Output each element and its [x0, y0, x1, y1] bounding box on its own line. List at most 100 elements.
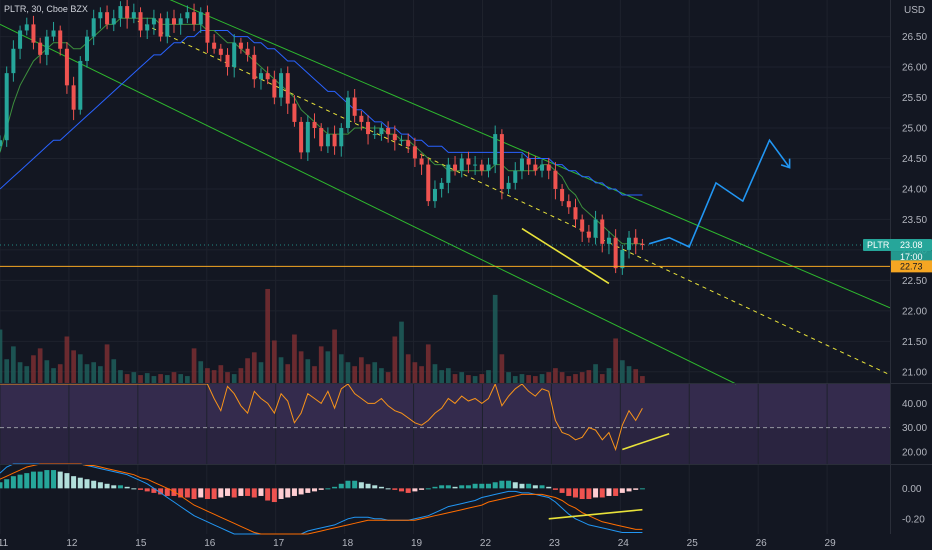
candle-body: [245, 48, 250, 55]
macd-histogram-bar: [131, 488, 137, 490]
candle-body: [392, 134, 397, 141]
macd-histogram-bar: [258, 488, 264, 496]
macd-signal-line: [0, 463, 643, 535]
countdown-tag: [891, 251, 932, 263]
macd-histogram-bar: [593, 488, 599, 498]
candle-body: [84, 36, 89, 61]
macd-histogram-bar: [44, 470, 50, 489]
macd-histogram-bar: [465, 485, 471, 489]
volume-bar: [486, 370, 491, 384]
macd-histogram-bar: [372, 485, 378, 489]
horizontal-gridlines: [0, 36, 890, 373]
candle-body: [198, 12, 203, 25]
volume-bar: [238, 368, 244, 384]
candle-body: [24, 24, 29, 31]
volume-bar: [211, 370, 217, 384]
price-tick-label: 26.00: [902, 63, 927, 74]
macd-histogram-bar: [151, 488, 157, 493]
macd-histogram-bar: [51, 470, 57, 489]
volume-bar: [385, 372, 391, 384]
volume-bar: [285, 364, 291, 384]
time-axis[interactable]: 11 12 15 16 17 18 19 22 23 24 25 26 29: [0, 538, 836, 549]
macd-histogram-bar: [579, 488, 585, 499]
volume-bar: [251, 352, 257, 384]
macd-histogram-bar: [559, 488, 565, 493]
macd-histogram-bar: [606, 488, 612, 496]
macd-histogram-bar: [546, 486, 552, 489]
candle-body: [553, 170, 558, 189]
candle-body: [205, 12, 210, 43]
time-tick-label: 18: [342, 538, 354, 549]
price-axis[interactable]: 26.5026.0025.5025.0024.5024.0023.5023.00…: [902, 32, 927, 525]
volume-bar: [492, 294, 498, 384]
last-price-symbol: PLTR: [867, 240, 890, 250]
candle-body: [325, 134, 330, 147]
macd-histogram-bar: [91, 480, 97, 489]
macd-histogram-bar: [71, 476, 77, 489]
rsi-tick-label: 30.00: [902, 423, 927, 434]
macd-histogram-bar: [158, 488, 164, 495]
price-tick-label: 21.50: [902, 337, 927, 348]
volume-bar: [419, 366, 424, 384]
macd-histogram-bar: [619, 488, 625, 493]
candle-body: [44, 36, 49, 55]
volume-bar: [546, 372, 552, 384]
macd-histogram-bar: [111, 485, 117, 489]
candle-body: [158, 18, 163, 37]
candle-body: [131, 12, 136, 19]
macd-histogram-bar: [64, 473, 70, 489]
volume-bar: [466, 375, 471, 384]
macd-histogram-bar: [305, 488, 311, 493]
macd-histogram-bar: [4, 479, 10, 489]
candle-body: [640, 243, 645, 246]
candle-body: [265, 73, 270, 80]
candle-body: [426, 164, 431, 202]
time-tick-label: 22: [480, 538, 492, 549]
volume-bar: [44, 360, 50, 384]
volume-bar: [532, 376, 538, 384]
macd-divergence-line: [548, 508, 643, 520]
macd-histogram-bar: [472, 483, 478, 489]
volume-bar: [446, 368, 451, 384]
candle-body: [519, 158, 524, 171]
candle-body: [91, 18, 96, 37]
volume-bar: [312, 366, 317, 384]
volume-bar: [37, 348, 43, 384]
candlesticks: [0, 0, 645, 275]
volume-bar: [131, 372, 137, 384]
macd-histogram-bar: [144, 488, 150, 492]
macd-histogram-bar: [124, 486, 130, 489]
volume-bar: [91, 362, 97, 384]
candle-body: [11, 48, 16, 74]
macd-histogram-bar: [626, 488, 632, 492]
volume-bar: [191, 348, 197, 384]
candle-body: [98, 12, 103, 19]
volume-bar: [379, 368, 384, 384]
volume-bar: [439, 370, 444, 384]
macd-histogram-bar: [17, 474, 23, 489]
candle-body: [125, 6, 130, 19]
volume-bar: [118, 370, 123, 384]
volume-bar: [412, 362, 418, 384]
volume-bar: [198, 361, 204, 384]
macd-histogram-bar: [178, 488, 184, 498]
macd-histogram-bar: [512, 482, 518, 489]
volume-bar: [613, 338, 618, 384]
rsi-tick-label: 20.00: [902, 447, 927, 458]
last-price-value: 23.08: [900, 240, 923, 250]
macd-histogram-bar: [325, 488, 331, 490]
candle-body: [627, 237, 632, 250]
candle-body: [486, 164, 491, 171]
price-tick-label: 24.50: [902, 154, 927, 165]
rsi-tick-label: 40.00: [902, 399, 927, 410]
volume-bar: [71, 350, 76, 384]
macd-histogram-bar: [84, 479, 90, 489]
macd-histogram-bar: [171, 488, 177, 496]
volume-bar: [553, 368, 558, 384]
candle-body: [359, 115, 364, 122]
candle-body: [272, 79, 277, 98]
macd-histogram-bar: [298, 488, 304, 495]
volume-bar: [98, 366, 103, 384]
macd-histogram-bar: [318, 488, 324, 490]
